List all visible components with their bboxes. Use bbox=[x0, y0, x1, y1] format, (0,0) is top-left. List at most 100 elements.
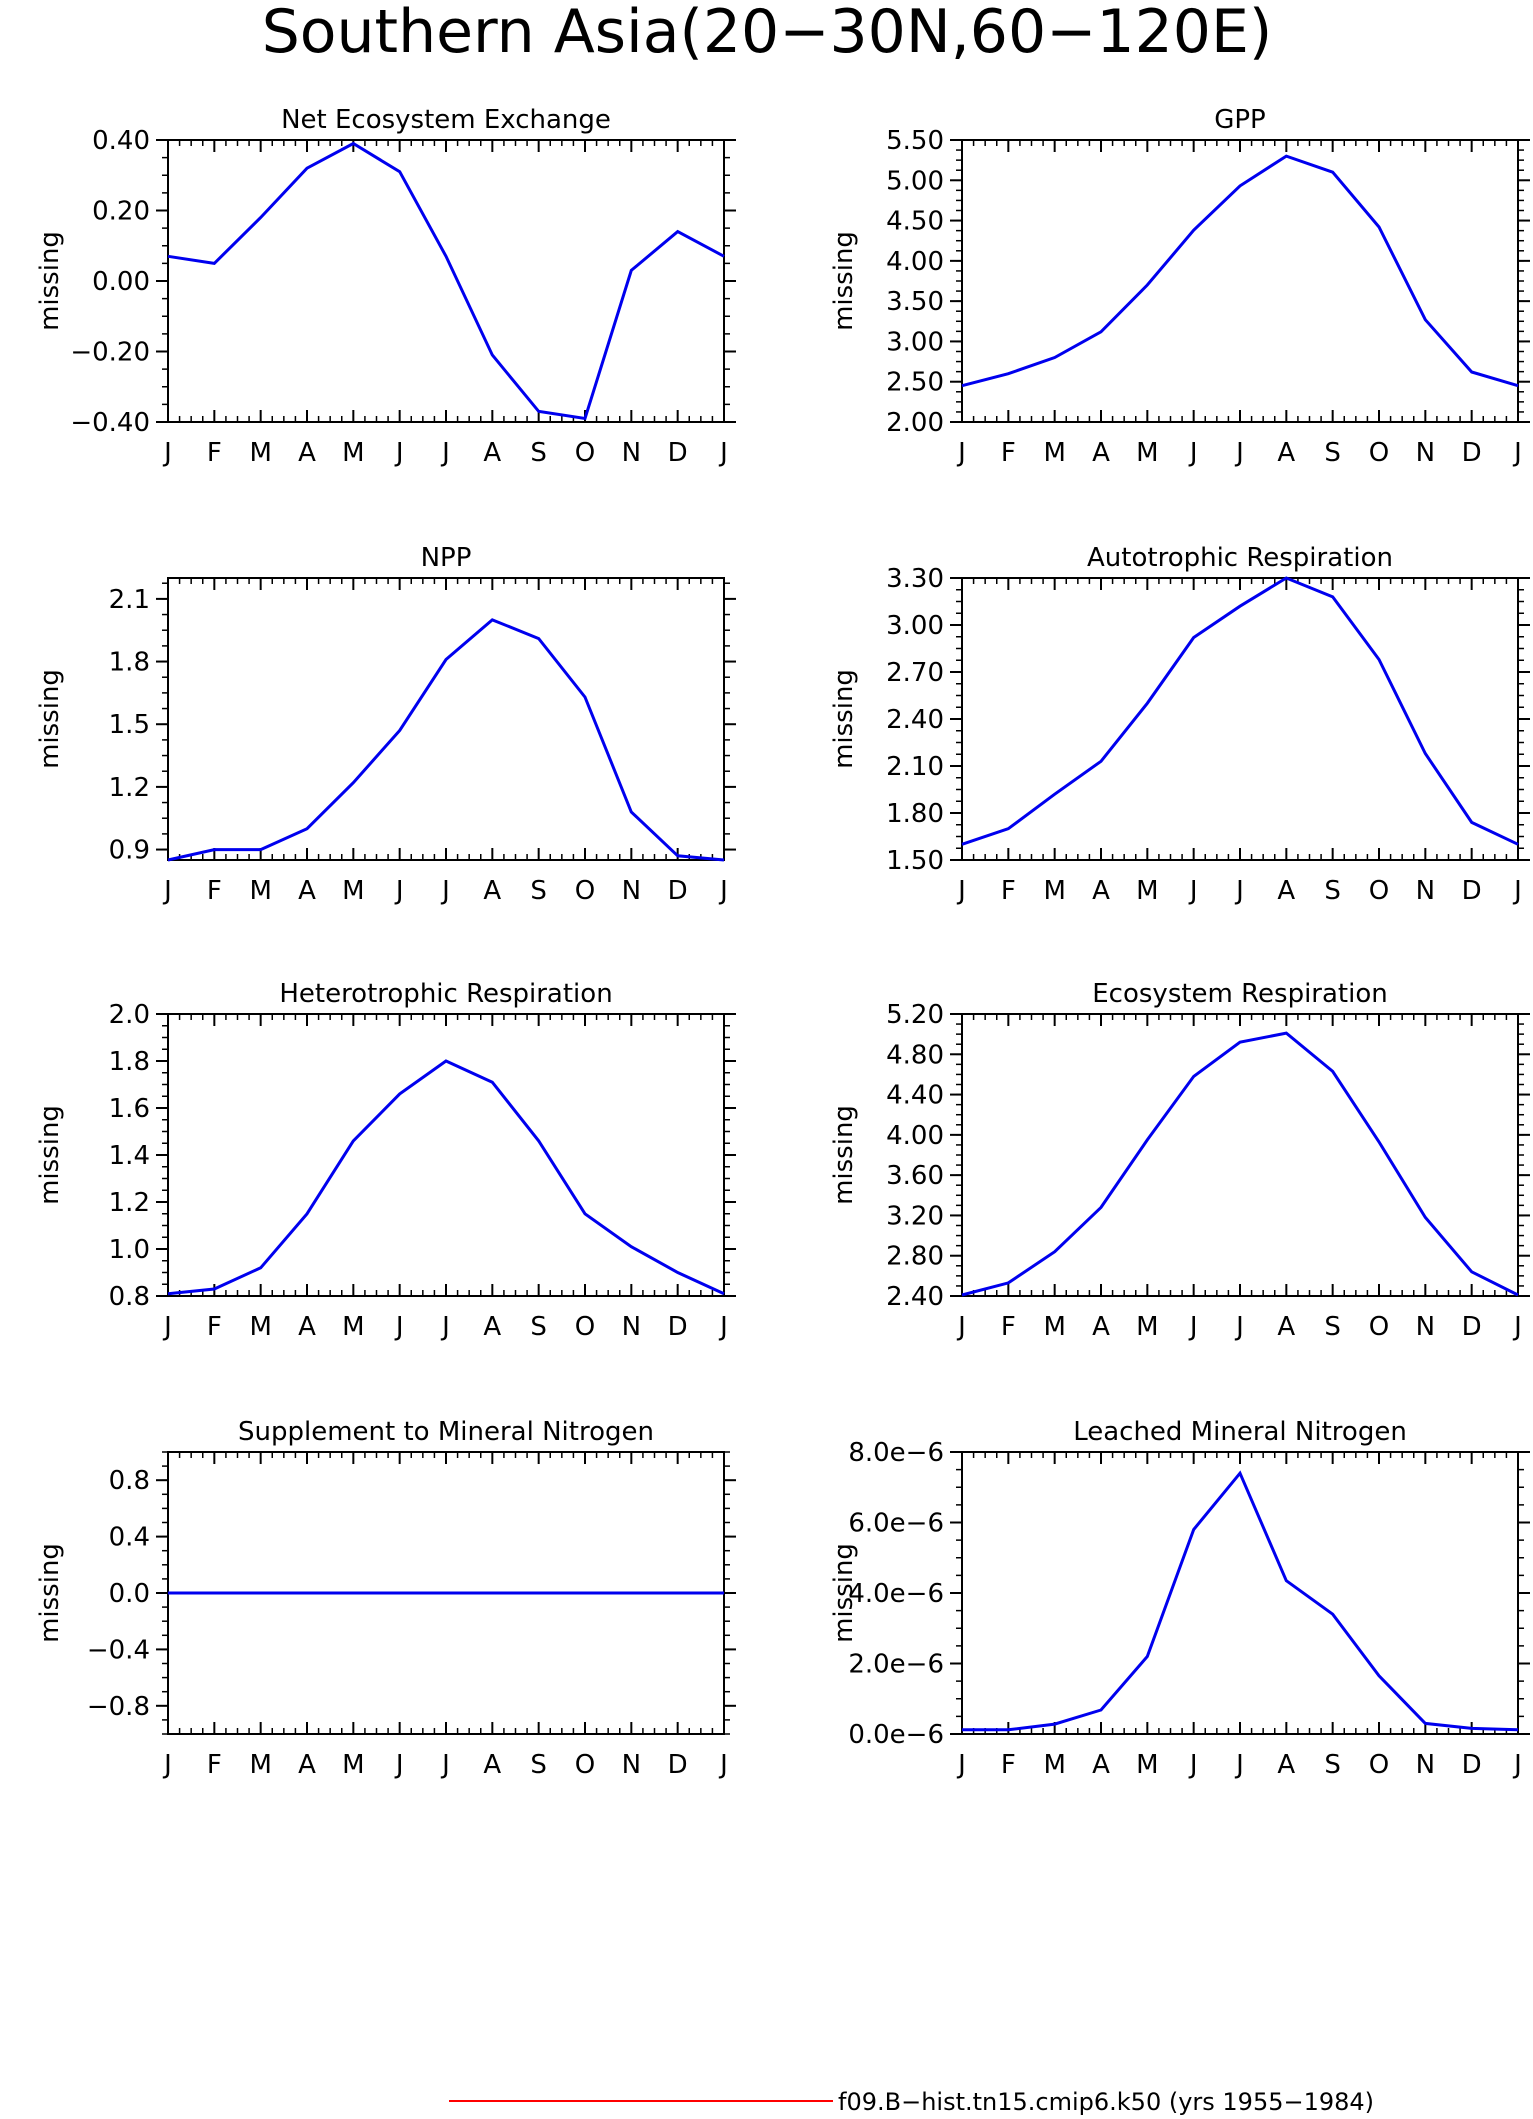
x-tick-label: J bbox=[394, 438, 404, 468]
x-tick-label: F bbox=[207, 1312, 222, 1342]
x-tick-label: F bbox=[1001, 1312, 1016, 1342]
x-tick-label: F bbox=[207, 438, 222, 468]
y-axis-label: missing bbox=[35, 231, 65, 331]
y-tick-label: 1.6 bbox=[109, 1094, 150, 1124]
y-axis-label: missing bbox=[35, 1105, 65, 1205]
x-tick-label: J bbox=[718, 1750, 728, 1780]
y-tick-label: 3.50 bbox=[886, 287, 944, 317]
y-tick-label: 3.00 bbox=[886, 611, 944, 641]
y-tick-label: −0.8 bbox=[87, 1692, 150, 1722]
y-tick-label: 6.0e−6 bbox=[848, 1509, 944, 1539]
x-tick-label: N bbox=[622, 876, 641, 906]
plot-frame bbox=[167, 139, 725, 423]
y-tick-label: 0.9 bbox=[109, 836, 150, 866]
x-tick-label: N bbox=[1416, 1312, 1435, 1342]
y-tick-label: 0.0 bbox=[109, 1579, 150, 1609]
y-tick-label: 4.0e−6 bbox=[848, 1579, 944, 1609]
y-tick-label: 5.00 bbox=[886, 166, 944, 196]
y-tick-label: 1.2 bbox=[109, 773, 150, 803]
x-tick-label: N bbox=[1416, 876, 1435, 906]
plot-frame bbox=[167, 1013, 725, 1297]
x-tick-label: J bbox=[162, 1312, 172, 1342]
x-tick-label: A bbox=[483, 438, 501, 468]
x-tick-label: O bbox=[1369, 438, 1389, 468]
x-tick-label: A bbox=[1277, 438, 1295, 468]
x-tick-label: A bbox=[1277, 1312, 1295, 1342]
chart-title: Net Ecosystem Exchange bbox=[281, 105, 611, 135]
x-tick-label: F bbox=[1001, 438, 1016, 468]
plot-frame bbox=[961, 139, 1519, 423]
x-tick-label: N bbox=[1416, 438, 1435, 468]
x-tick-label: J bbox=[1234, 876, 1244, 906]
x-tick-label: J bbox=[440, 1750, 450, 1780]
y-tick-label: 3.30 bbox=[886, 564, 944, 594]
x-tick-label: J bbox=[394, 1312, 404, 1342]
y-tick-label: 1.50 bbox=[886, 846, 944, 876]
series-line bbox=[167, 1059, 725, 1296]
y-tick-label: 0.00 bbox=[92, 267, 150, 297]
y-tick-label: 3.60 bbox=[886, 1161, 944, 1191]
y-tick-label: −0.4 bbox=[87, 1635, 150, 1665]
y-tick-label: 8.0e−6 bbox=[848, 1438, 944, 1468]
x-tick-label: J bbox=[1188, 1750, 1198, 1780]
x-tick-label: O bbox=[575, 438, 595, 468]
x-tick-label: J bbox=[718, 876, 728, 906]
x-tick-label: D bbox=[1462, 438, 1482, 468]
x-tick-label: M bbox=[342, 1312, 364, 1342]
y-tick-label: 0.8 bbox=[109, 1282, 150, 1312]
y-tick-label: 0.4 bbox=[109, 1523, 150, 1553]
chart-title: Autotrophic Respiration bbox=[1087, 543, 1393, 573]
y-tick-label: 0.20 bbox=[92, 197, 150, 227]
y-tick-label: 2.40 bbox=[886, 705, 944, 735]
y-tick-label: 4.80 bbox=[886, 1040, 944, 1070]
x-tick-label: O bbox=[575, 876, 595, 906]
y-tick-label: 1.2 bbox=[109, 1188, 150, 1218]
x-tick-label: M bbox=[249, 1312, 271, 1342]
x-tick-label: J bbox=[1188, 438, 1198, 468]
plot-frame bbox=[961, 577, 1519, 861]
y-tick-label: 1.4 bbox=[109, 1141, 150, 1171]
series-line bbox=[167, 141, 725, 421]
y-tick-label: 0.0e−6 bbox=[848, 1720, 944, 1750]
x-tick-label: M bbox=[1043, 1750, 1065, 1780]
chart-title: GPP bbox=[1214, 105, 1266, 135]
x-tick-label: J bbox=[956, 438, 966, 468]
y-tick-label: 0.40 bbox=[92, 126, 150, 156]
x-tick-label: O bbox=[575, 1312, 595, 1342]
x-tick-label: O bbox=[1369, 1750, 1389, 1780]
x-tick-label: S bbox=[1324, 1312, 1341, 1342]
x-tick-label: J bbox=[394, 876, 404, 906]
y-tick-label: 5.50 bbox=[886, 126, 944, 156]
x-tick-label: J bbox=[1512, 1750, 1522, 1780]
plot-frame bbox=[961, 1451, 1519, 1735]
x-tick-label: A bbox=[298, 438, 316, 468]
x-tick-label: M bbox=[342, 876, 364, 906]
x-tick-label: M bbox=[1043, 1312, 1065, 1342]
y-axis-label: missing bbox=[35, 669, 65, 769]
x-tick-label: S bbox=[1324, 1750, 1341, 1780]
x-tick-label: S bbox=[530, 876, 547, 906]
x-tick-label: A bbox=[483, 1750, 501, 1780]
x-tick-label: A bbox=[1092, 1312, 1110, 1342]
x-tick-label: J bbox=[1188, 1312, 1198, 1342]
plot-frame bbox=[167, 577, 725, 861]
x-tick-label: M bbox=[1043, 438, 1065, 468]
y-tick-label: −0.40 bbox=[70, 408, 150, 438]
x-tick-label: S bbox=[530, 438, 547, 468]
chart-title: Leached Mineral Nitrogen bbox=[1073, 1417, 1407, 1447]
x-tick-label: J bbox=[440, 876, 450, 906]
x-tick-label: J bbox=[718, 438, 728, 468]
chart-title: Ecosystem Respiration bbox=[1092, 979, 1387, 1009]
x-tick-label: J bbox=[956, 876, 966, 906]
x-tick-label: A bbox=[483, 876, 501, 906]
x-tick-label: J bbox=[1234, 1750, 1244, 1780]
x-tick-label: M bbox=[249, 1750, 271, 1780]
y-tick-label: 2.10 bbox=[886, 752, 944, 782]
x-tick-label: N bbox=[622, 1312, 641, 1342]
y-tick-label: 1.80 bbox=[886, 799, 944, 829]
x-tick-label: J bbox=[1188, 876, 1198, 906]
y-tick-label: −0.20 bbox=[70, 338, 150, 368]
